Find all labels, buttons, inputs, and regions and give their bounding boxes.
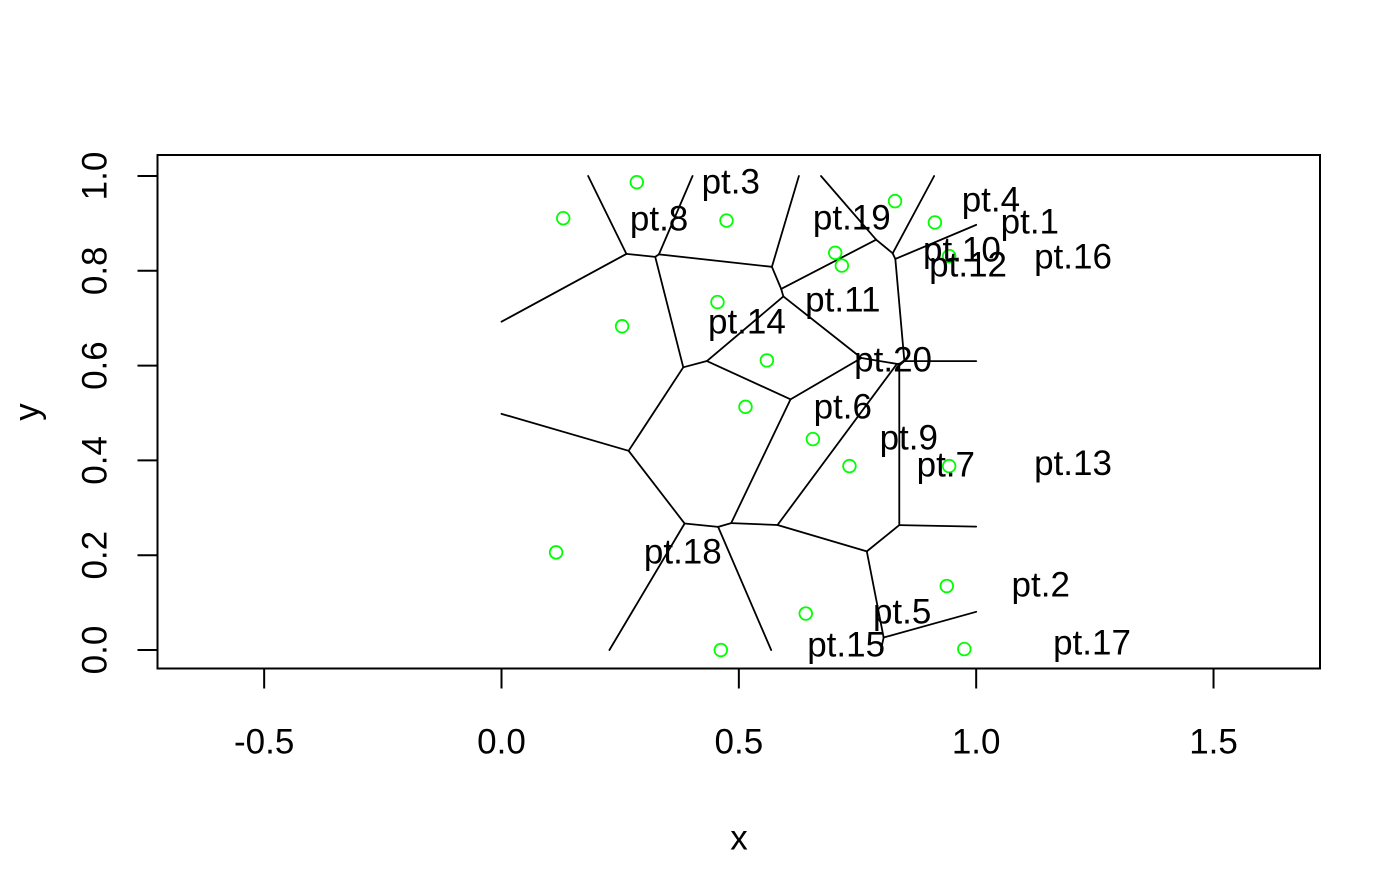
voronoi-edge	[876, 240, 893, 254]
y-axis-tick-label: 0.6	[76, 341, 115, 390]
point-label-pt.11: pt.11	[805, 281, 880, 320]
y-axis-tick-label: 0.8	[76, 246, 115, 295]
voronoi-edge	[588, 176, 626, 254]
data-point-circle-pt.17	[958, 643, 971, 656]
data-points-layer	[550, 176, 971, 656]
point-label-pt.2: pt.2	[1012, 566, 1070, 605]
voronoi-edge	[683, 361, 707, 367]
y-axis-tick-label: 0.4	[76, 436, 115, 485]
voronoi-edge	[718, 527, 771, 650]
data-point-circle-pt.3	[630, 176, 643, 189]
point-label-pt.9: pt.9	[880, 419, 938, 458]
x-axis-tick-label: 1.5	[1189, 723, 1238, 762]
x-axis-tick-label: 0.0	[477, 723, 526, 762]
voronoi-edge	[502, 414, 629, 451]
point-label-pt.17: pt.17	[1053, 623, 1131, 662]
voronoi-edge	[718, 523, 731, 527]
point-label-pt.19: pt.19	[813, 199, 891, 238]
point-label-pt.14: pt.14	[708, 302, 786, 341]
voronoi-edge	[502, 254, 627, 322]
voronoi-edge	[899, 525, 976, 527]
point-label-pt.12: pt.12	[929, 246, 1007, 285]
plot-box	[158, 155, 1321, 669]
voronoi-edge	[629, 367, 684, 450]
data-point-circle-pt.10	[829, 246, 842, 259]
point-label-pt.20: pt.20	[854, 340, 932, 379]
voronoi-edge	[867, 525, 899, 551]
data-point-circle-pt.2	[940, 580, 953, 593]
data-point-circle-pt.19	[720, 214, 733, 227]
data-point-circle-pt.15	[715, 644, 728, 657]
voronoi-edge	[893, 253, 896, 259]
data-point-circle-pt.20	[761, 354, 774, 367]
data-point-circle-pt.7	[843, 460, 856, 473]
data-point-circle-pt.9	[807, 433, 820, 446]
data-point-circle-pt.12	[836, 259, 849, 272]
data-point-circle-pt.8	[557, 212, 570, 225]
voronoi-edge	[731, 399, 790, 523]
point-label-pt.3: pt.3	[702, 163, 760, 202]
data-point-circle-pt.14	[616, 320, 629, 333]
point-label-pt.6: pt.6	[814, 387, 872, 426]
y-axis-tick-label: 1.0	[76, 152, 115, 201]
y-axis-title: y	[8, 403, 47, 421]
voronoi-edge	[629, 451, 685, 524]
point-label-pt.16: pt.16	[1034, 238, 1112, 277]
voronoi-edge	[777, 525, 866, 551]
voronoi-edge	[707, 361, 791, 399]
voronoi-edge	[659, 254, 772, 266]
data-point-circle-pt.18	[550, 546, 563, 559]
x-axis-tick-label: 0.5	[715, 723, 764, 762]
point-label-pt.4: pt.4	[962, 181, 1020, 220]
data-point-circle-pt.6	[739, 401, 752, 414]
point-label-pt.13: pt.13	[1034, 444, 1112, 483]
data-point-circle-pt.5	[799, 607, 812, 620]
point-label-pt.15: pt.15	[807, 625, 885, 664]
voronoi-edge	[731, 523, 777, 525]
voronoi-edges-layer	[502, 176, 977, 650]
y-axis-tick-label: 0.0	[76, 626, 115, 675]
data-point-circle-pt.1	[929, 216, 942, 229]
point-label-pt.8: pt.8	[630, 200, 688, 239]
voronoi-edge	[626, 254, 655, 257]
x-axis-tick-label: 1.0	[952, 723, 1001, 762]
voronoi-edge	[655, 257, 683, 367]
voronoi-edge	[772, 267, 781, 289]
x-axis-title: x	[730, 819, 748, 858]
y-axis-tick-label: 0.2	[76, 531, 115, 580]
x-axis-tick-label: -0.5	[234, 723, 294, 762]
point-label-pt.18: pt.18	[644, 532, 722, 571]
voronoi-edge	[781, 289, 783, 297]
voronoi-edge	[772, 176, 799, 267]
voronoi-edge	[685, 524, 718, 527]
